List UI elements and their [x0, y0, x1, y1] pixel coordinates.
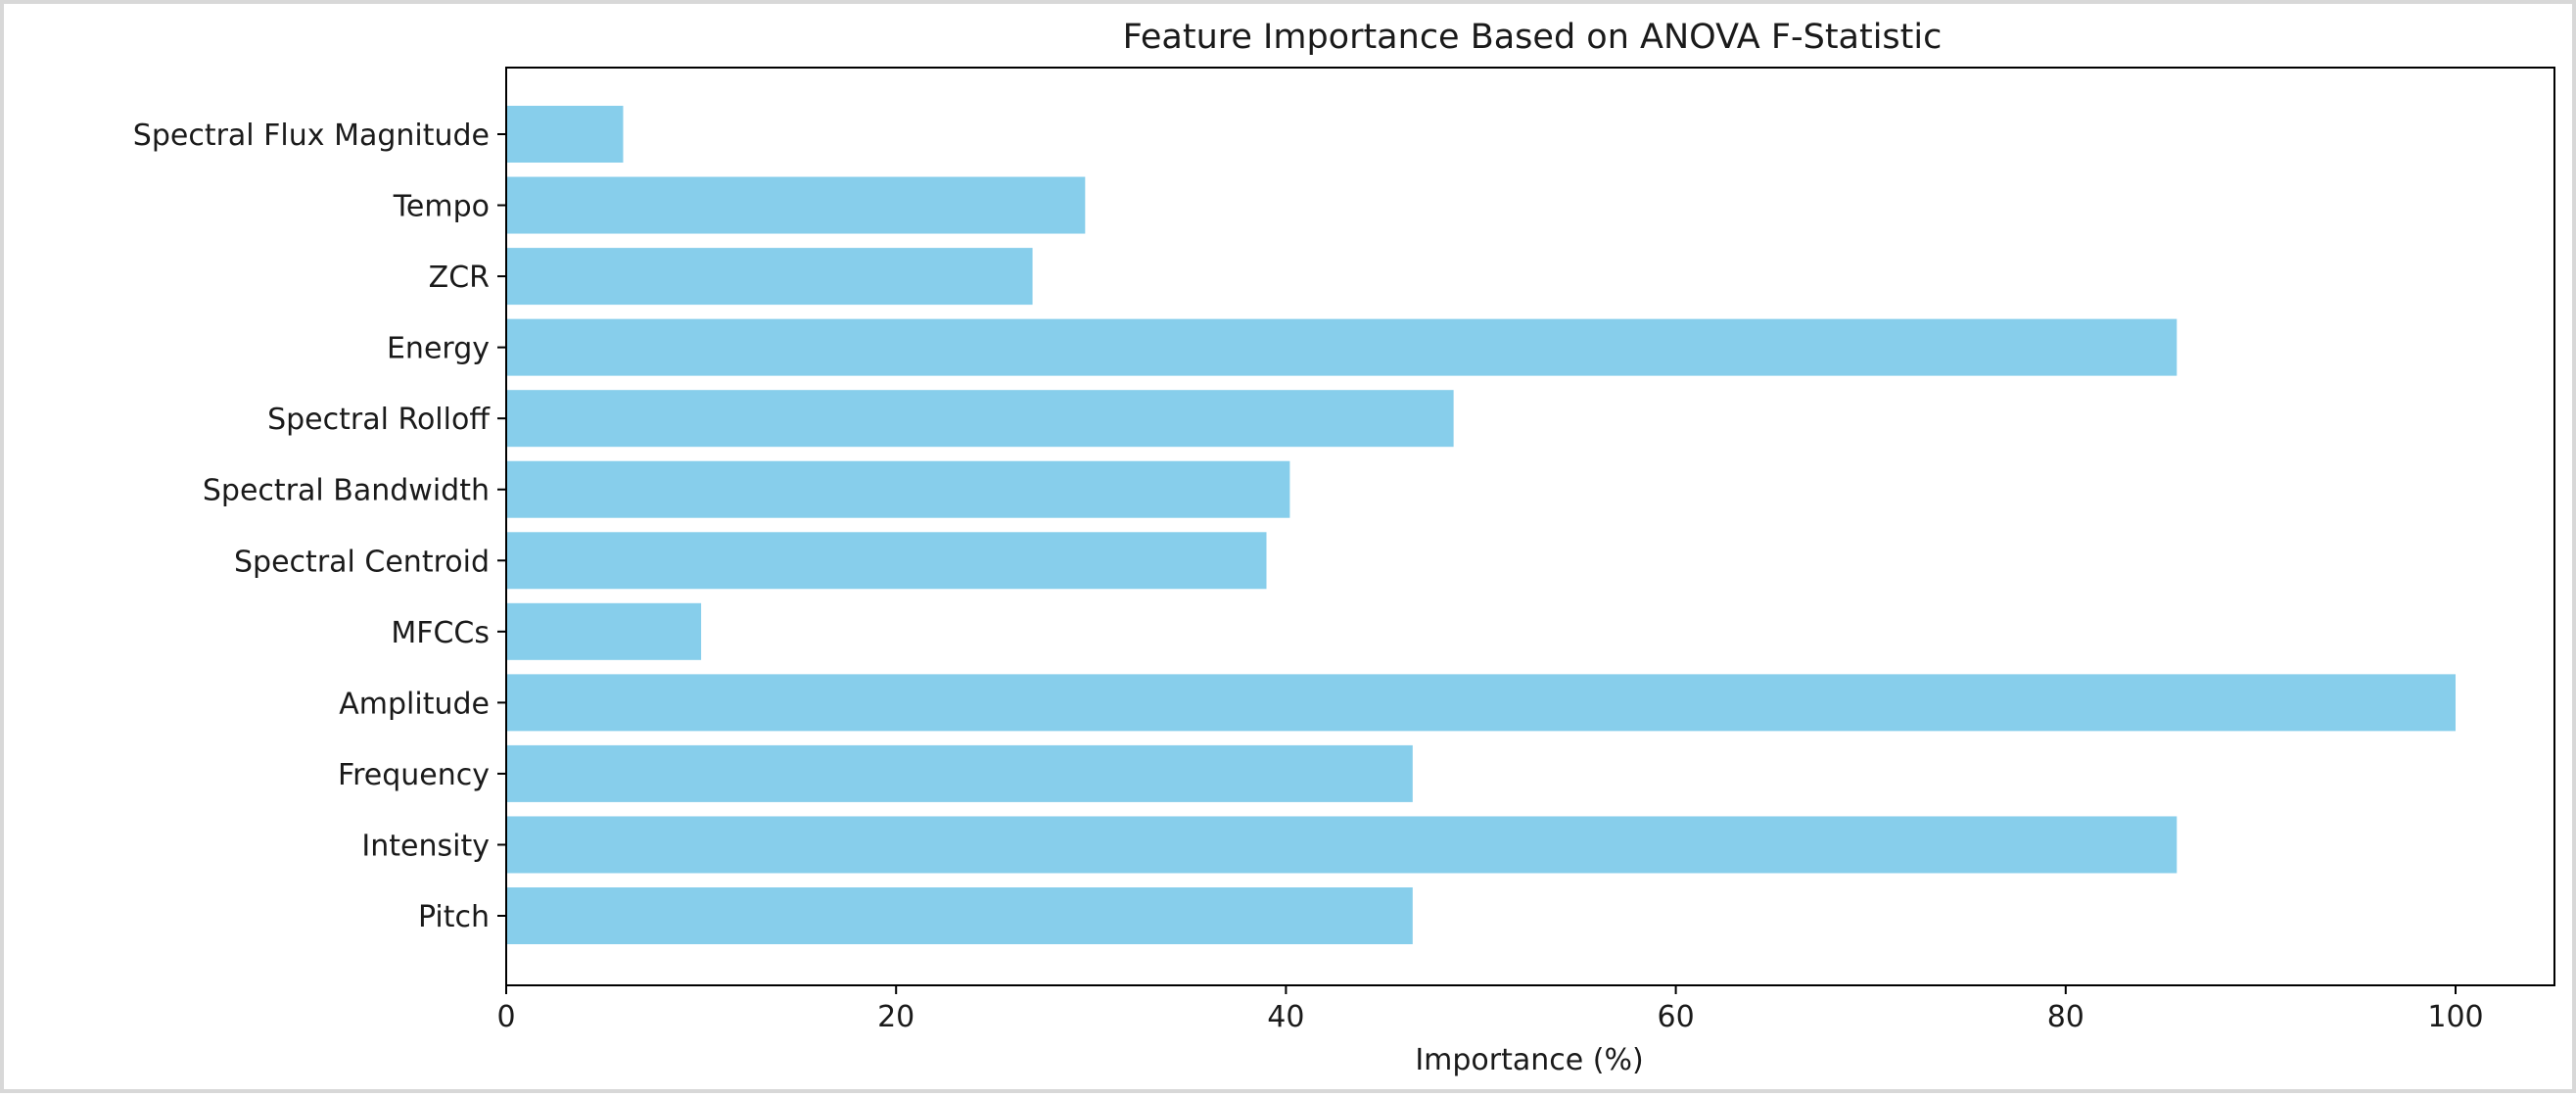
- y-tick-label: MFCCs: [391, 616, 490, 650]
- bars-group: [506, 106, 2456, 944]
- y-tick-label: Frequency: [338, 758, 490, 792]
- x-tick-label: 100: [2427, 1000, 2483, 1034]
- x-tick-label: 0: [496, 1000, 515, 1034]
- y-tick-label: Spectral Flux Magnitude: [133, 119, 490, 153]
- bar-intensity: [506, 816, 2178, 874]
- bar-spectral-rolloff: [506, 390, 1454, 448]
- bar-spectral-centroid: [506, 532, 1267, 590]
- y-tick-group: Pitch Intensity Frequency Amplitude MFCCs Spe…: [133, 119, 506, 934]
- bar-spectral-bandwidth: [506, 460, 1290, 518]
- x-axis-label: Importance (%): [1415, 1043, 1643, 1077]
- bar-pitch: [506, 887, 1413, 944]
- y-tick-label: Tempo: [393, 190, 490, 224]
- x-tick-group: 0 20 40 60 80 100: [496, 985, 2484, 1034]
- x-tick-label: 40: [1267, 1000, 1304, 1034]
- y-tick-label: Spectral Bandwidth: [203, 474, 490, 508]
- bar-tempo: [506, 176, 1086, 234]
- x-tick-label: 60: [1658, 1000, 1695, 1034]
- x-tick-label: 20: [877, 1000, 914, 1034]
- y-tick-label: Spectral Rolloff: [267, 403, 491, 437]
- chart-title: Feature Importance Based on ANOVA F-Stat…: [1123, 18, 1943, 57]
- y-tick-label: Intensity: [361, 829, 490, 863]
- y-tick-label: Energy: [387, 332, 490, 366]
- bar-spectral-flux-magnitude: [506, 106, 624, 163]
- bar-zcr: [506, 248, 1033, 306]
- bar-mfccs: [506, 602, 702, 660]
- y-tick-label: ZCR: [429, 261, 490, 295]
- y-tick-label: Amplitude: [339, 687, 490, 721]
- y-tick-label: Pitch: [418, 900, 490, 934]
- x-tick-label: 80: [2047, 1000, 2084, 1034]
- bar-amplitude: [506, 674, 2456, 732]
- plot-area-border: [505, 67, 2555, 986]
- bar-frequency: [506, 744, 1413, 802]
- bar-energy: [506, 318, 2178, 376]
- bar-chart: Feature Importance Based on ANOVA F-Stat…: [133, 18, 2555, 1077]
- y-tick-label: Spectral Centroid: [234, 545, 490, 579]
